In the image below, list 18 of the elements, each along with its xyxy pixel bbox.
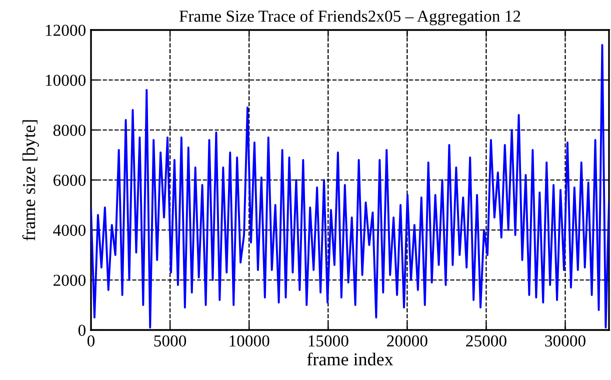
x-tick-label: 10000: [230, 335, 270, 347]
y-tick-label: 8000: [53, 124, 86, 136]
x-tick-label: 25000: [466, 335, 506, 347]
x-tick-label: 5000: [154, 335, 186, 347]
y-tick-label: 10000: [46, 74, 86, 86]
y-tick-label: 4000: [53, 224, 86, 236]
x-tick-label: 20000: [387, 335, 428, 347]
y-axis-title: frame size [byte]: [22, 120, 39, 241]
y-tick-label: 2000: [54, 274, 86, 286]
y-tick-label: 6000: [54, 174, 86, 186]
line-series: [91, 44, 609, 328]
chart-title: Frame Size Trace of Friends2x05 – Aggregation 12: [179, 10, 520, 26]
x-tick-label: 30000: [545, 335, 586, 347]
y-tick-label: 12000: [46, 24, 86, 36]
x-axis-title: frame index: [307, 352, 394, 366]
x-tick-label: 15000: [308, 335, 348, 347]
x-tick-label: 0: [87, 335, 95, 347]
y-tick-label: 0: [78, 324, 86, 336]
